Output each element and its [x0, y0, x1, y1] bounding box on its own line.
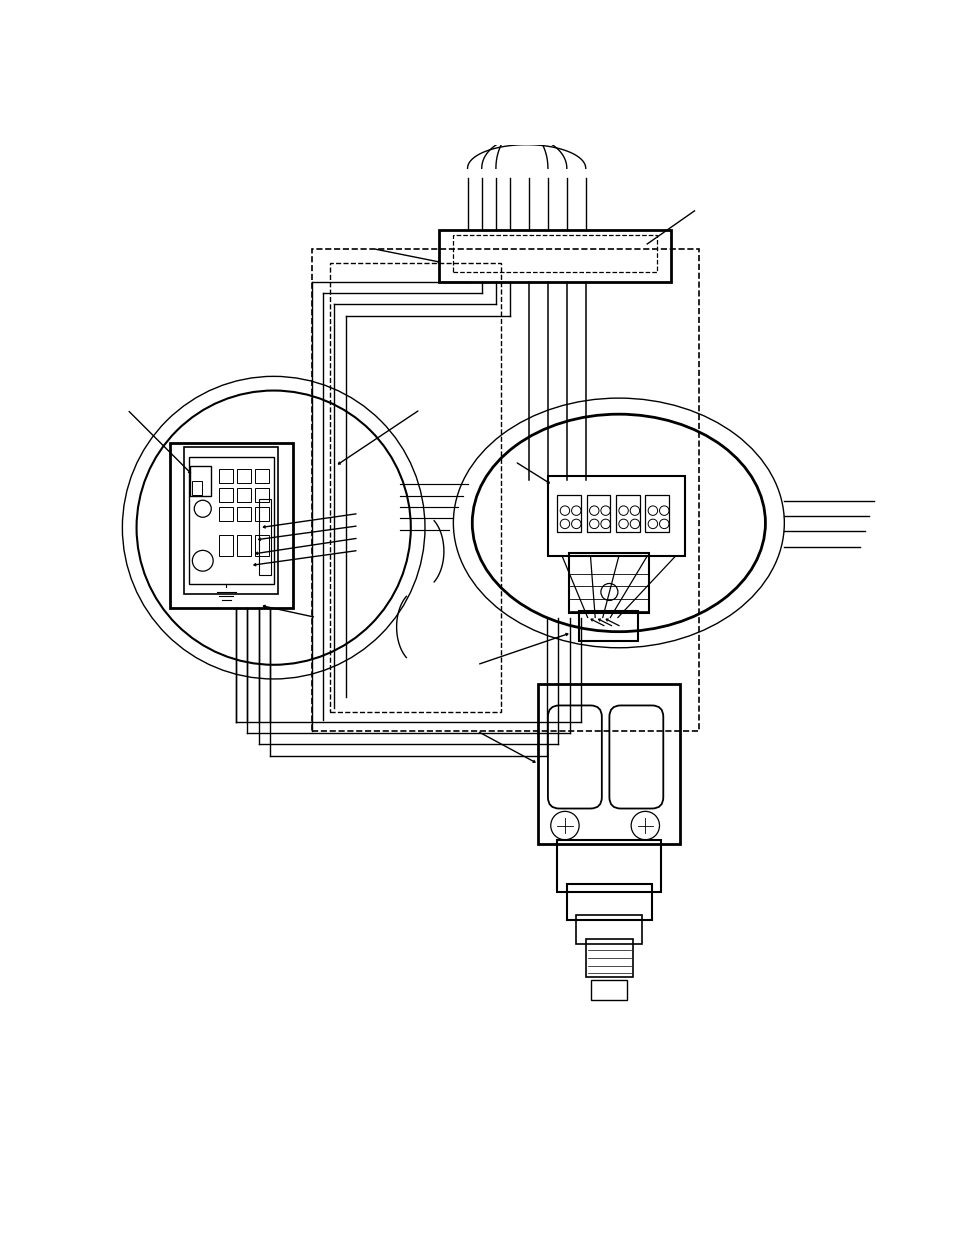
Bar [557, 494, 580, 532]
Bar [438, 230, 670, 282]
Bar [644, 494, 668, 532]
Bar [254, 506, 269, 521]
Bar [254, 535, 269, 556]
Bar [453, 235, 656, 273]
Bar [568, 553, 648, 613]
Bar [537, 684, 679, 845]
Bar [193, 482, 202, 494]
Bar [184, 447, 278, 594]
Bar [586, 494, 610, 532]
Bar [254, 488, 269, 503]
Bar [330, 263, 500, 713]
Bar [170, 442, 293, 608]
Bar [236, 535, 251, 556]
Bar [557, 840, 660, 892]
Bar [218, 506, 233, 521]
Bar [547, 475, 684, 556]
Bar [236, 469, 251, 483]
Bar [591, 979, 627, 1000]
Bar [578, 611, 638, 641]
Bar [218, 469, 233, 483]
Bar [218, 535, 233, 556]
Bar [312, 248, 699, 731]
Bar [616, 494, 639, 532]
Bar [218, 488, 233, 503]
Bar [259, 499, 271, 576]
Bar [576, 915, 641, 944]
Bar [236, 506, 251, 521]
Bar [236, 488, 251, 503]
Bar [585, 939, 633, 977]
Bar [254, 469, 269, 483]
Bar [189, 457, 274, 584]
Bar [191, 466, 211, 496]
Bar [566, 884, 651, 920]
